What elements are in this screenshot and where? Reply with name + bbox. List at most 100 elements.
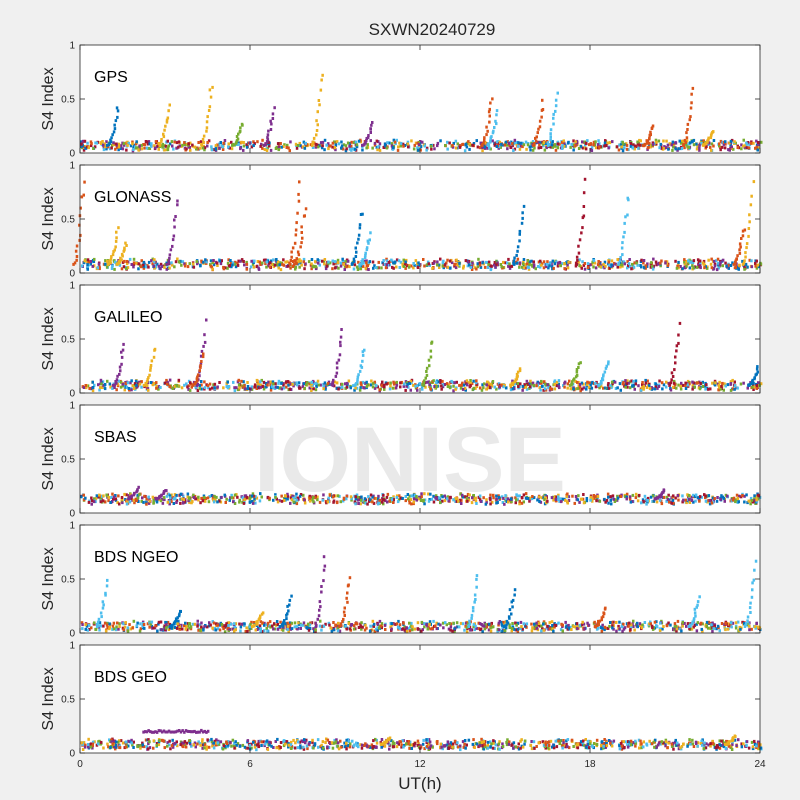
data-point bbox=[486, 386, 490, 390]
peak-point bbox=[162, 132, 165, 136]
data-point bbox=[373, 264, 376, 268]
data-point bbox=[639, 139, 642, 143]
data-point bbox=[88, 627, 91, 631]
data-point bbox=[272, 382, 275, 386]
data-point bbox=[359, 382, 363, 386]
data-point bbox=[321, 140, 325, 144]
data-point bbox=[620, 263, 624, 267]
data-point bbox=[204, 258, 207, 262]
data-point bbox=[230, 496, 234, 500]
data-point bbox=[507, 500, 510, 504]
data-point bbox=[704, 496, 707, 500]
data-point bbox=[484, 260, 488, 264]
data-point bbox=[165, 140, 168, 144]
data-point bbox=[658, 146, 661, 150]
data-point bbox=[329, 626, 332, 630]
data-point bbox=[643, 494, 647, 498]
data-point bbox=[173, 140, 176, 144]
data-point bbox=[376, 148, 379, 152]
data-point bbox=[674, 141, 677, 145]
data-point bbox=[218, 381, 221, 384]
data-point bbox=[262, 629, 266, 633]
data-point bbox=[632, 383, 635, 387]
peak-point bbox=[707, 138, 710, 142]
data-point bbox=[713, 497, 716, 500]
data-point bbox=[208, 621, 211, 625]
data-point bbox=[262, 387, 266, 391]
data-point bbox=[532, 626, 536, 630]
data-point bbox=[466, 260, 470, 264]
data-point bbox=[395, 380, 398, 384]
data-point bbox=[381, 498, 384, 502]
data-point bbox=[357, 495, 360, 499]
data-point bbox=[320, 628, 323, 632]
data-point bbox=[654, 382, 658, 386]
data-point bbox=[518, 499, 521, 503]
data-point bbox=[550, 264, 554, 268]
data-point bbox=[469, 379, 472, 382]
data-point bbox=[412, 500, 415, 504]
data-point bbox=[466, 499, 469, 503]
data-point bbox=[659, 264, 662, 268]
data-point bbox=[337, 387, 340, 391]
peak-point bbox=[300, 231, 303, 234]
data-point bbox=[472, 625, 475, 629]
data-point bbox=[325, 501, 328, 505]
peak-point bbox=[683, 138, 687, 142]
data-point bbox=[259, 627, 262, 631]
data-point bbox=[610, 380, 614, 384]
data-point bbox=[691, 387, 694, 391]
peak-point bbox=[750, 194, 753, 198]
peak-point bbox=[199, 362, 203, 366]
data-point bbox=[436, 141, 440, 145]
data-point bbox=[481, 149, 484, 153]
peak-point bbox=[520, 221, 524, 225]
data-point bbox=[125, 502, 129, 506]
peak-point bbox=[742, 261, 746, 265]
data-point bbox=[591, 499, 594, 503]
data-point bbox=[638, 622, 642, 626]
peak-point bbox=[202, 352, 205, 356]
data-point bbox=[452, 384, 455, 388]
data-point bbox=[705, 624, 708, 628]
y-axis-label: S4 Index bbox=[40, 187, 57, 250]
data-point bbox=[253, 383, 257, 387]
data-point bbox=[547, 385, 550, 389]
data-point bbox=[554, 495, 557, 499]
data-point bbox=[312, 627, 315, 631]
data-point bbox=[692, 143, 696, 147]
data-point bbox=[508, 626, 511, 629]
data-point bbox=[721, 145, 724, 149]
data-point bbox=[720, 384, 723, 388]
data-point bbox=[582, 501, 586, 505]
data-point bbox=[156, 144, 160, 148]
data-point bbox=[168, 142, 172, 146]
data-point bbox=[588, 386, 591, 390]
peak-point bbox=[295, 257, 298, 261]
data-point bbox=[393, 140, 397, 144]
data-point bbox=[294, 142, 298, 146]
peak-point bbox=[704, 141, 707, 145]
data-point bbox=[669, 388, 673, 392]
peak-point bbox=[196, 379, 199, 383]
data-point bbox=[86, 628, 90, 632]
peak-point bbox=[738, 251, 742, 255]
data-point bbox=[720, 622, 724, 625]
data-point bbox=[250, 145, 254, 149]
data-point bbox=[446, 265, 450, 269]
data-point bbox=[491, 139, 494, 143]
data-point bbox=[539, 259, 542, 263]
data-point bbox=[134, 497, 138, 501]
data-point bbox=[753, 625, 757, 629]
data-point bbox=[176, 384, 179, 388]
data-point bbox=[626, 260, 629, 264]
data-point bbox=[592, 382, 596, 386]
data-point bbox=[200, 383, 203, 387]
data-point bbox=[369, 383, 373, 387]
data-point bbox=[206, 144, 209, 148]
data-point bbox=[284, 622, 288, 626]
data-point bbox=[245, 495, 249, 499]
data-point bbox=[103, 387, 107, 391]
data-point bbox=[459, 386, 463, 390]
data-point bbox=[522, 266, 526, 270]
